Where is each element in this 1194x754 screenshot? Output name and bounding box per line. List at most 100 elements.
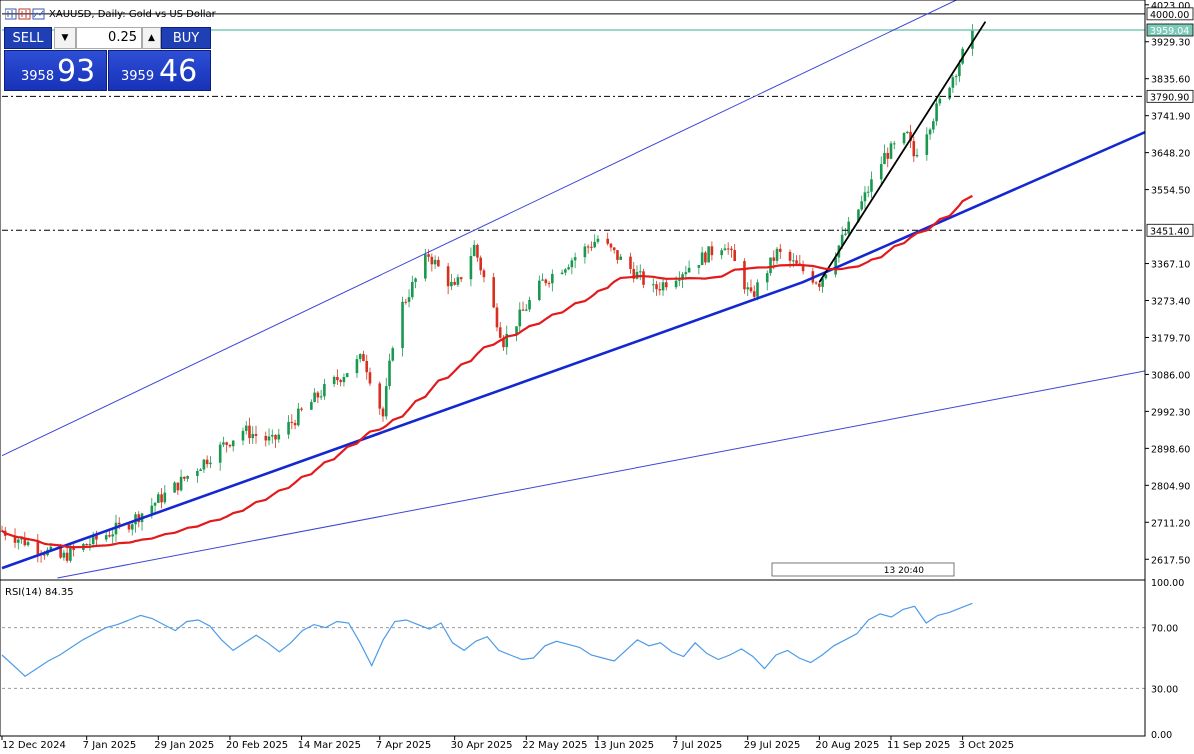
candle-body <box>270 434 274 437</box>
volume-input[interactable]: 0.25 <box>76 27 142 49</box>
candle-body <box>459 277 463 280</box>
candle-body <box>209 462 212 465</box>
candle-body <box>697 265 701 268</box>
x-tick-label: 14 Mar 2025 <box>298 740 361 751</box>
candle-body <box>905 131 909 134</box>
candle-body <box>336 376 339 381</box>
y-tick-label: 4023.00 <box>1151 1 1190 12</box>
candle-body <box>391 348 395 361</box>
trend-line-channel-upper <box>1 0 958 457</box>
candle-body <box>632 268 636 279</box>
x-tick-label: 7 Apr 2025 <box>376 740 431 751</box>
candle-body <box>13 535 17 543</box>
candle-body <box>902 133 906 144</box>
candle-body <box>290 421 294 423</box>
candle-body <box>179 476 183 491</box>
rsi-title: RSI(14) 84.35 <box>5 587 74 598</box>
candle-body <box>638 271 642 273</box>
volume-decrease-icon[interactable]: ▼ <box>54 27 76 49</box>
candle-body <box>886 152 890 159</box>
candle-body <box>521 309 525 311</box>
x-tick-label: 30 Apr 2025 <box>451 740 513 751</box>
volume-increase-icon[interactable]: ▲ <box>142 27 161 49</box>
price-label-box <box>1146 223 1194 237</box>
y-tick-label: 2992.30 <box>1151 407 1190 418</box>
candle-body <box>948 87 951 99</box>
one-click-trade-panel: SELL ▼ 0.25 ▲ BUY 3958 93 3959 46 <box>4 27 211 91</box>
candle-body <box>49 546 53 550</box>
candle-body <box>892 143 896 145</box>
sell-price-box[interactable]: 3958 93 <box>4 50 107 91</box>
candle-body <box>267 436 271 441</box>
candle-body <box>775 248 779 261</box>
candle-body <box>596 238 600 242</box>
candle-body <box>769 257 772 274</box>
candle-body <box>319 396 323 398</box>
x-tick-label: 20 Aug 2025 <box>815 740 879 751</box>
buy-button[interactable]: BUY <box>161 27 211 49</box>
price-label-box <box>1146 23 1194 37</box>
candle-body <box>297 408 300 426</box>
candle-body <box>277 434 281 440</box>
candle-body <box>378 383 382 409</box>
candle-body <box>85 544 88 546</box>
sell-button[interactable]: SELL <box>4 27 52 49</box>
candle-body <box>756 282 759 297</box>
candle-body <box>469 256 473 280</box>
candle-body <box>404 301 408 303</box>
candle-body <box>433 259 437 265</box>
candle-body <box>368 372 372 384</box>
candle-body <box>274 434 277 440</box>
candle-body <box>345 373 349 377</box>
candle-body <box>111 534 115 537</box>
candle-body <box>91 534 95 545</box>
trend-lines <box>1 0 1146 579</box>
x-tick-label: 7 Jul 2025 <box>672 740 722 751</box>
buy-price-box[interactable]: 3959 46 <box>108 50 211 91</box>
candle-body <box>117 522 121 525</box>
candle-body <box>730 248 733 251</box>
candle-body <box>450 281 453 287</box>
candle-body <box>629 256 632 269</box>
candle-body <box>821 278 824 287</box>
moving-average-layer <box>1 194 973 549</box>
candle-body <box>16 539 20 543</box>
candle-body <box>20 537 23 540</box>
candle-body <box>88 544 92 546</box>
candle-body <box>619 256 623 260</box>
x-tick-label: 3 Oct 2025 <box>959 740 1014 751</box>
candle-body <box>915 154 919 157</box>
price-label-text: 3451.40 <box>1150 226 1189 237</box>
price-label-box <box>1146 89 1194 103</box>
candle-body <box>176 482 180 491</box>
candle-body <box>163 492 167 503</box>
candle-body <box>479 257 482 271</box>
candle-body <box>651 284 655 286</box>
candle-body <box>43 554 46 556</box>
candle-body <box>293 422 297 426</box>
candle-body <box>65 552 69 561</box>
candle-body <box>411 281 414 298</box>
candle-body <box>446 266 450 287</box>
candle-body <box>879 164 883 180</box>
candle-body <box>609 243 613 248</box>
candle-body <box>863 192 867 202</box>
candle-body <box>925 134 929 155</box>
candle-body <box>743 261 746 290</box>
chart-type-icons[interactable] <box>5 8 45 20</box>
candle-body <box>23 537 27 546</box>
candle-body <box>687 267 691 273</box>
candle-body <box>560 272 564 274</box>
candle-body <box>583 246 587 258</box>
sell-price-small: 3958 <box>21 69 55 84</box>
candle-body <box>795 260 798 264</box>
candle-body <box>616 250 619 260</box>
candle-body <box>538 280 541 300</box>
candle-body <box>778 248 782 252</box>
x-tick-label: 13 Jun 2025 <box>594 740 654 751</box>
price-label-text: 3959.04 <box>1150 26 1189 37</box>
candle-body <box>951 77 955 88</box>
candle-body <box>678 279 681 281</box>
candle-body <box>954 76 958 78</box>
